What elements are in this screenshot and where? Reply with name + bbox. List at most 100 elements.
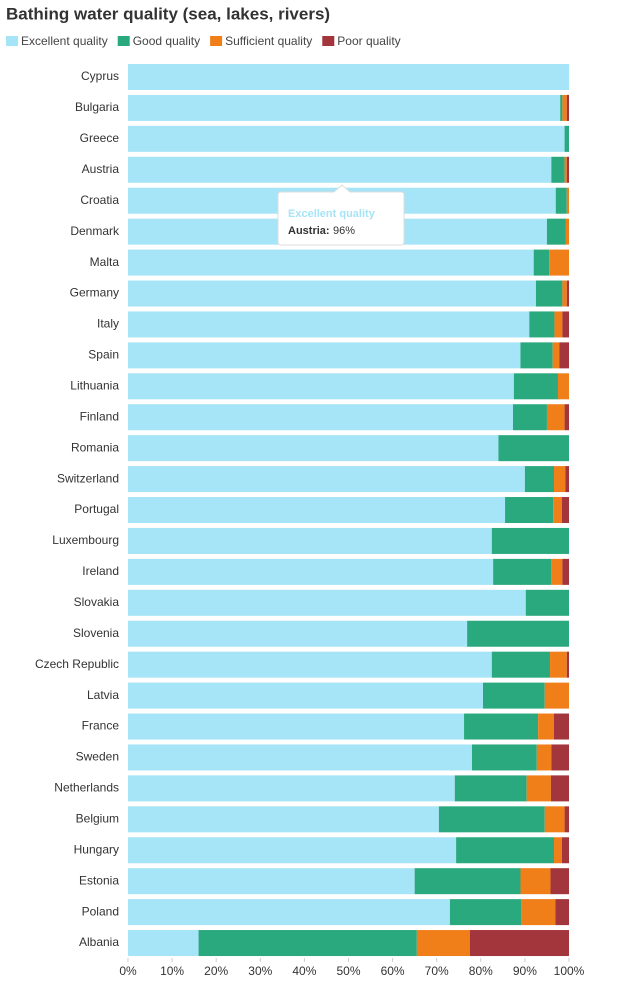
bar-segment — [128, 94, 561, 121]
bar-segment — [128, 527, 492, 554]
legend-swatch — [6, 36, 18, 46]
bar-segment — [128, 435, 499, 462]
bar-segment — [562, 280, 567, 307]
bar-segment — [505, 497, 554, 524]
bar-segment — [544, 682, 569, 709]
x-tick-label: 50% — [336, 964, 360, 978]
bar-segment — [498, 435, 569, 462]
x-tick-label: 80% — [469, 964, 493, 978]
bar-segment — [555, 899, 569, 926]
bar-segment — [566, 651, 569, 678]
y-tick-label: Slovenia — [73, 626, 119, 640]
y-tick-label: Finland — [80, 409, 119, 423]
bar-segment — [128, 64, 569, 90]
bar-segment — [128, 806, 439, 833]
bar-segment — [128, 837, 457, 864]
bar-segment — [128, 651, 492, 678]
bar-segment — [438, 806, 545, 833]
legend-label: Sufficient quality — [225, 34, 312, 48]
bar-segment — [128, 497, 506, 524]
bar-segment — [535, 280, 563, 307]
y-tick-label: Denmark — [70, 224, 120, 238]
bar-segment — [544, 806, 565, 833]
legend-label: Good quality — [133, 34, 200, 48]
bar-segment — [520, 342, 553, 369]
bar-segment — [128, 868, 415, 895]
bar-segment — [551, 744, 569, 771]
y-tick-label: Lithuania — [70, 378, 119, 392]
bar-segment — [552, 342, 560, 369]
y-tick-label: Malta — [90, 255, 120, 269]
bar-segment — [128, 249, 534, 276]
bar-segment — [562, 94, 567, 121]
bar-segment — [128, 713, 465, 740]
bar-segment — [557, 373, 569, 400]
bar-segment — [128, 775, 455, 802]
y-tick-label: Italy — [97, 317, 119, 331]
bar-segment — [564, 806, 569, 833]
bar-segment — [128, 620, 468, 647]
y-tick-label: Cyprus — [81, 69, 119, 83]
bar-segment — [562, 558, 569, 585]
bar-segment — [525, 589, 569, 616]
bar-segment — [128, 744, 472, 771]
bar-segment — [128, 589, 526, 616]
bar-segment — [564, 404, 569, 431]
bar-segment — [564, 156, 567, 183]
x-tick-label: 10% — [160, 964, 184, 978]
bar-segment — [524, 466, 555, 493]
y-tick-label: Luxembourg — [52, 533, 119, 547]
bar-segment — [546, 404, 565, 431]
bar-segment — [128, 404, 513, 431]
bar-segment — [128, 899, 450, 926]
tooltip-title: Excellent quality — [288, 208, 376, 220]
y-tick-label: Hungary — [74, 842, 119, 856]
bar-segment — [565, 218, 569, 245]
bar-segment — [456, 837, 555, 864]
bar-segment — [128, 682, 484, 709]
x-tick-label: 60% — [381, 964, 405, 978]
bar-segment — [491, 527, 569, 554]
y-tick-label: Romania — [71, 440, 119, 454]
x-tick-label: 30% — [248, 964, 272, 978]
legend-swatch — [117, 36, 130, 46]
bar-segment — [566, 280, 569, 307]
y-tick-label: Austria — [82, 162, 120, 176]
bar-segment — [128, 280, 536, 307]
y-tick-label: Czech Republic — [35, 657, 119, 671]
tooltip: Excellent quality Austria: 96% — [277, 184, 405, 246]
x-tick-label: 40% — [292, 964, 316, 978]
bar-segment — [550, 868, 569, 895]
bar-segment — [561, 837, 569, 864]
y-tick-label: Ireland — [82, 564, 119, 578]
bar-segment — [564, 125, 569, 152]
bar-segment — [555, 187, 567, 214]
bar-segment — [559, 342, 569, 369]
chart-title: Bathing water quality (sea, lakes, river… — [6, 4, 330, 23]
bar-segment — [549, 249, 569, 276]
bar-segment — [483, 682, 545, 709]
bar-segment — [536, 744, 552, 771]
tooltip-box — [277, 184, 405, 246]
y-tick-label: Albania — [79, 935, 119, 949]
x-tick-label: 70% — [425, 964, 449, 978]
bar-segment — [551, 156, 565, 183]
y-tick-label: France — [82, 719, 120, 733]
bar-segment — [566, 94, 569, 121]
bar-segment — [512, 404, 547, 431]
bar-segment — [128, 558, 494, 585]
bar-segment — [562, 311, 569, 338]
bar-segment — [414, 868, 521, 895]
y-tick-label: Switzerland — [57, 471, 119, 485]
bar-segment — [128, 930, 199, 957]
y-tick-label: Poland — [82, 904, 119, 918]
y-tick-label: Bulgaria — [75, 100, 119, 114]
bar-segment — [128, 373, 514, 400]
bar-segment — [560, 94, 563, 121]
legend-label: Poor quality — [337, 34, 400, 48]
tooltip-value: 96% — [333, 225, 355, 237]
x-tick-label: 100% — [554, 964, 585, 978]
bar-segment — [467, 620, 569, 647]
legend-swatch — [210, 36, 223, 46]
